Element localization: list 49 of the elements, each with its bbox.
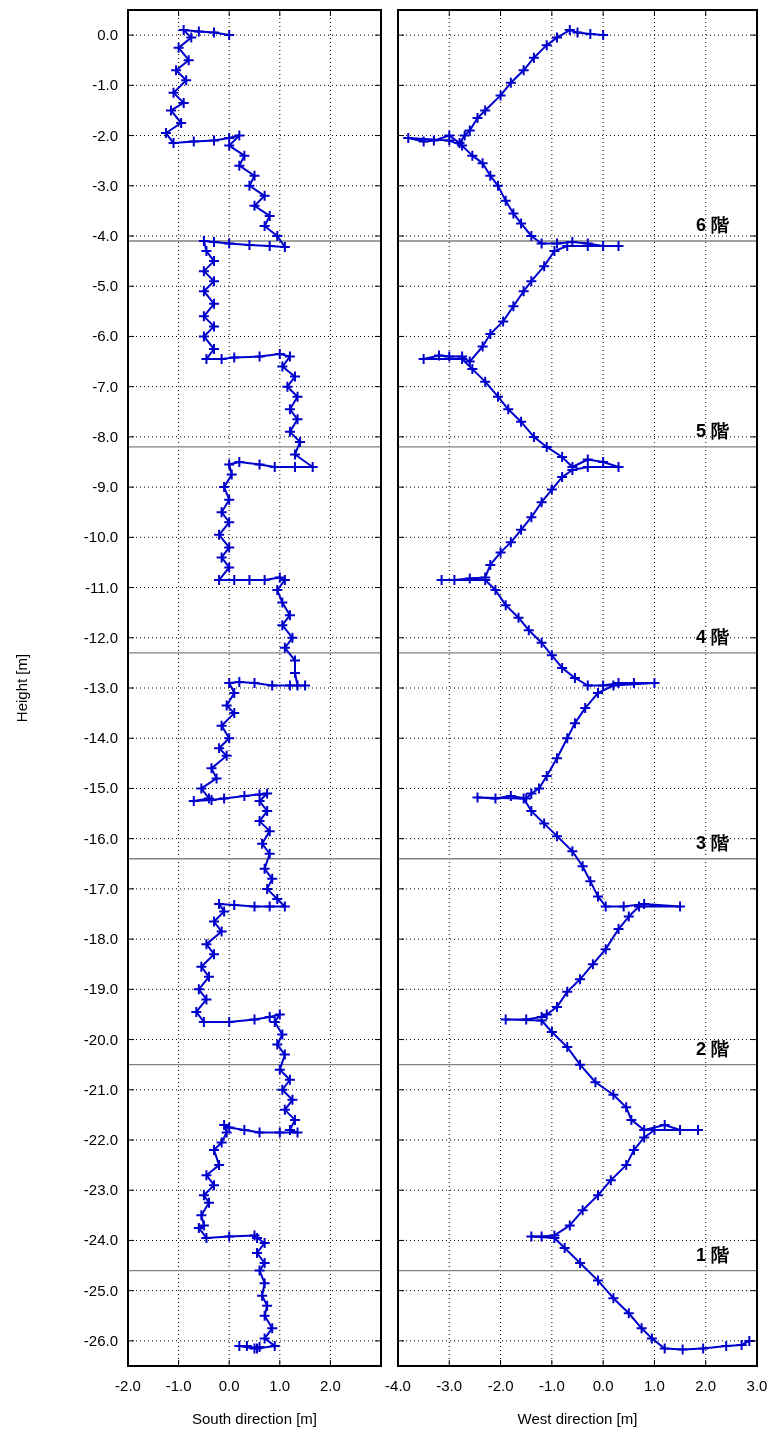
y-tick-label: -9.0 [92,478,118,496]
y-tick-label: -25.0 [83,1281,118,1299]
y-tick-label: -1.0 [92,76,118,94]
y-tick-label: 0.0 [97,26,118,44]
x-tick-label: -3.0 [436,1377,463,1394]
x-axis-title: South direction [m] [191,1410,318,1427]
y-tick-label: -8.0 [92,427,118,445]
y-tick-label: -17.0 [83,879,118,897]
x-tick-label: -2.0 [115,1377,141,1394]
y-tick-label: -7.0 [92,377,118,395]
x-tick-label: 2.0 [319,1377,341,1394]
ref-line-label: 6 階 [695,215,730,236]
ref-line-label: 5 階 [695,420,730,441]
ref-line-label: 2 階 [695,1038,730,1059]
y-tick-label: -23.0 [83,1181,118,1199]
y-tick-label: -18.0 [83,930,118,948]
y-tick-label: -26.0 [83,1331,118,1349]
y-tick-label: -21.0 [83,1080,118,1098]
y-axis-title: Height [m] [13,653,30,723]
x-tick-label: 1.0 [269,1377,291,1394]
y-tick-label: -22.0 [83,1131,118,1148]
y-tick-label: -14.0 [83,729,118,747]
y-tick-label: -13.0 [83,679,118,696]
y-tick-label: -16.0 [83,829,118,847]
y-tick-label: -2.0 [92,126,118,144]
y-tick-label: -6.0 [92,327,118,345]
x-tick-label: 2.0 [695,1377,717,1394]
x-tick-label: -2.0 [487,1377,514,1394]
x-tick-label: 3.0 [746,1377,768,1394]
x-tick-label: -4.0 [385,1377,411,1394]
ref-line-label: 1 階 [695,1244,730,1265]
y-tick-label: -19.0 [83,980,118,998]
y-tick-label: -4.0 [92,227,118,244]
y-tick-label: -24.0 [83,1231,118,1249]
y-tick-label: -3.0 [92,176,118,194]
y-tick-label: -20.0 [83,1030,118,1048]
y-tick-label: -10.0 [83,528,118,546]
y-tick-label: -5.0 [92,277,118,295]
ref-line-label: 4 階 [695,626,730,647]
x-tick-label: 0.0 [218,1377,240,1394]
x-tick-label: 0.0 [592,1377,614,1394]
y-tick-label: -11.0 [84,578,118,596]
x-tick-label: -1.0 [538,1377,565,1394]
y-tick-label: -12.0 [83,628,118,646]
x-axis-title: West direction [m] [517,1410,638,1427]
y-tick-label: -15.0 [83,779,118,797]
ref-line-label: 3 階 [695,832,730,853]
x-tick-label: -1.0 [165,1377,192,1394]
x-tick-label: 1.0 [644,1377,665,1394]
